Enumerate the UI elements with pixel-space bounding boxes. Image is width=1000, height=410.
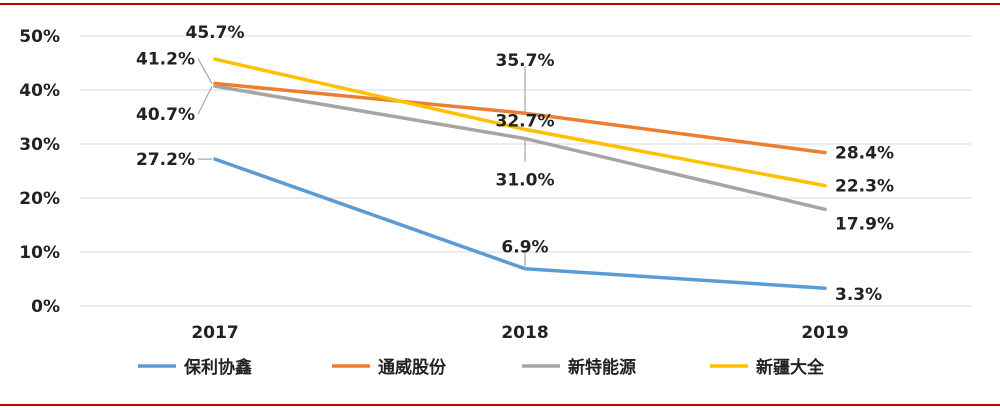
y-tick-label: 30% xyxy=(19,135,60,155)
data-label: 31.0% xyxy=(496,171,555,191)
x-axis: 2017 2018 2019 xyxy=(191,323,848,343)
x-tick-label: 2017 xyxy=(191,323,238,343)
legend-label: 通威股份 xyxy=(378,357,447,378)
legend-label: 新疆大全 xyxy=(756,357,825,378)
data-label: 40.7% xyxy=(136,105,195,125)
legend-label: 新特能源 xyxy=(568,357,636,378)
data-label: 17.9% xyxy=(835,214,894,234)
series-line xyxy=(213,57,827,188)
data-label: 28.4% xyxy=(835,144,894,164)
leader-line xyxy=(197,85,213,115)
data-label: 3.3% xyxy=(835,285,882,305)
y-tick-label: 10% xyxy=(19,243,60,263)
data-label: 32.7% xyxy=(496,111,555,131)
legend-item: 通威股份 xyxy=(332,357,447,378)
y-tick-label: 20% xyxy=(19,189,60,209)
data-label: 45.7% xyxy=(186,23,245,43)
legend-item: 新疆大全 xyxy=(710,357,825,378)
y-tick-label: 0% xyxy=(31,297,60,317)
leader-lines xyxy=(197,58,526,269)
x-tick-label: 2019 xyxy=(801,323,848,343)
data-label: 27.2% xyxy=(136,150,195,170)
y-tick-label: 50% xyxy=(19,27,60,47)
legend-item: 保利协鑫 xyxy=(138,357,252,378)
y-axis: 0% 10% 20% 30% 40% 50% xyxy=(19,27,60,317)
x-tick-label: 2018 xyxy=(501,323,548,343)
legend: 保利协鑫 通威股份 新特能源 新疆大全 xyxy=(138,357,825,378)
data-label: 22.3% xyxy=(835,177,894,197)
legend-label: 保利协鑫 xyxy=(183,357,252,378)
data-label: 41.2% xyxy=(136,50,195,70)
data-labels: 27.2% 6.9% 3.3% 41.2% 35.7% 28.4% 40.7% 31.0% 17… xyxy=(136,23,894,305)
data-label: 6.9% xyxy=(501,238,548,258)
legend-item: 新特能源 xyxy=(522,357,636,378)
leader-line xyxy=(197,58,213,84)
data-label: 35.7% xyxy=(496,51,555,71)
y-tick-label: 40% xyxy=(19,81,60,101)
